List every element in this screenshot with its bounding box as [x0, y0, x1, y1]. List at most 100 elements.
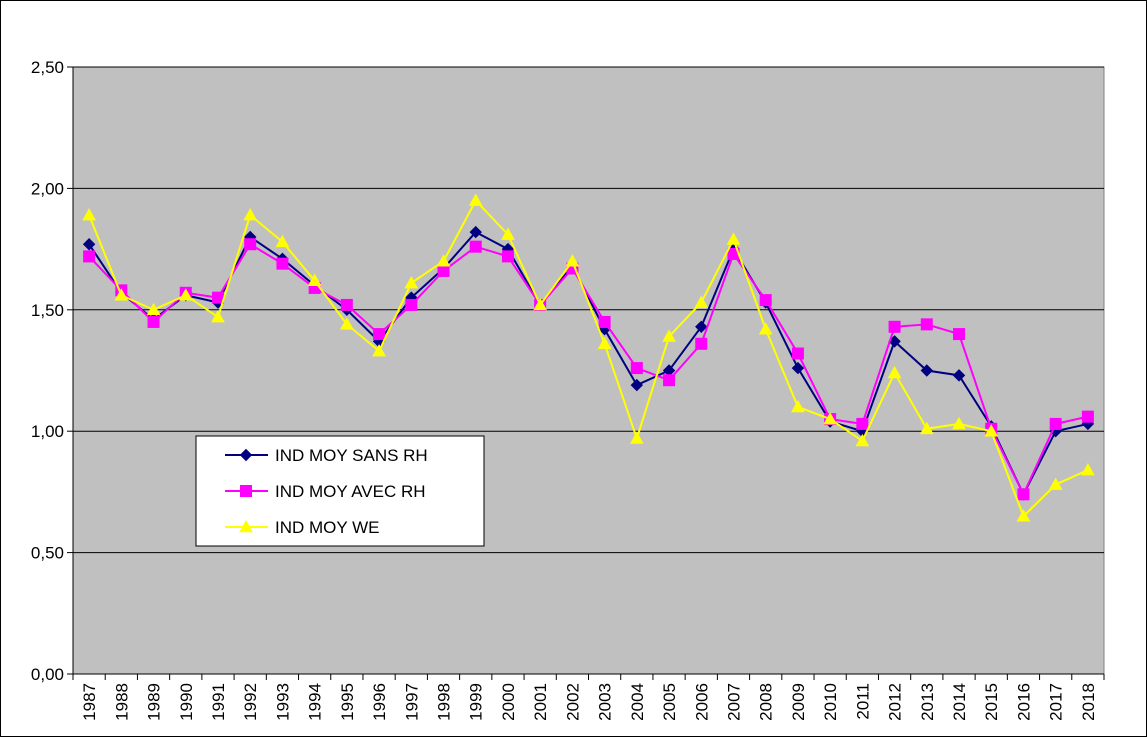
- data-point: [984, 424, 999, 437]
- data-point: [501, 250, 514, 263]
- data-point: [1081, 410, 1094, 423]
- series-2: [82, 193, 1095, 522]
- y-tick-label: 0,00: [31, 665, 64, 684]
- legend-marker: [239, 519, 253, 533]
- data-point: [437, 264, 450, 277]
- y-tick-label: 2,50: [31, 58, 64, 77]
- data-point: [340, 317, 354, 330]
- legend-label: IND MOY WE: [275, 518, 380, 537]
- data-point: [887, 365, 902, 379]
- data-point: [405, 298, 418, 311]
- x-tick-label: 2011: [853, 683, 872, 720]
- x-tick-label: 2012: [886, 683, 905, 721]
- data-point: [888, 320, 901, 333]
- y-tick-label: 1,50: [31, 301, 64, 320]
- data-point: [404, 276, 419, 289]
- data-point: [920, 318, 933, 331]
- data-point: [759, 294, 772, 307]
- data-point: [533, 297, 548, 311]
- x-tick-label: 2001: [531, 683, 550, 721]
- data-point: [82, 208, 96, 221]
- data-point: [952, 416, 966, 430]
- data-point: [565, 254, 580, 267]
- data-point: [469, 240, 482, 253]
- data-point: [276, 257, 289, 270]
- data-point: [275, 234, 290, 248]
- data-point: [468, 193, 483, 206]
- data-point: [244, 238, 257, 251]
- x-tick-label: 2007: [724, 683, 743, 721]
- data-point: [791, 347, 804, 360]
- gridlines: [73, 66, 1104, 554]
- data-point: [83, 250, 96, 263]
- x-tick-label: 2004: [628, 683, 647, 721]
- y-tick-label: 1,00: [31, 422, 64, 441]
- x-tick-label: 2006: [692, 683, 711, 721]
- x-tick-label: 2013: [918, 683, 937, 721]
- data-point: [1081, 463, 1095, 476]
- data-point: [695, 337, 708, 350]
- x-tick-label: 2003: [596, 683, 615, 721]
- y-tick-label: 2,00: [31, 179, 64, 198]
- y-axis: 0,00 0,50 1,00 1,50 2,00 2,50: [31, 58, 74, 684]
- data-point: [598, 315, 611, 328]
- data-point: [953, 328, 966, 341]
- data-point: [178, 288, 193, 301]
- data-point: [147, 315, 160, 328]
- legend: IND MOY SANS RH IND MOY AVEC RH IND MOY WE: [195, 435, 485, 547]
- data-point: [791, 361, 805, 375]
- data-point: [920, 364, 934, 377]
- x-tick-label: 2005: [660, 683, 679, 721]
- data-point: [919, 421, 934, 435]
- data-point: [211, 310, 225, 323]
- data-point: [597, 336, 612, 350]
- x-tick-label: 1992: [241, 683, 260, 721]
- data-point: [855, 433, 870, 447]
- x-tick-label: 2008: [757, 683, 776, 721]
- plot-area: [72, 66, 1105, 675]
- data-point: [630, 378, 644, 392]
- x-tick-label: 1993: [273, 683, 292, 721]
- data-point: [1049, 417, 1062, 430]
- x-axis: 1987 1988 1989 1990 1991 1992 1993 1994 1995 1996…: [72, 673, 1105, 721]
- legend-marker: [239, 448, 253, 462]
- legend-label: IND MOY AVEC RH: [275, 482, 426, 501]
- data-point: [726, 232, 741, 245]
- series-1: [83, 238, 1094, 501]
- x-tick-label: 2017: [1047, 683, 1066, 721]
- data-point: [114, 288, 129, 301]
- x-tick-label: 2018: [1079, 683, 1098, 721]
- series-group: [82, 193, 1095, 522]
- data-point: [952, 369, 966, 382]
- data-point: [856, 417, 869, 430]
- data-point: [662, 329, 676, 342]
- x-tick-label: 1988: [112, 683, 131, 721]
- x-tick-label: 1997: [402, 683, 421, 721]
- x-tick-label: 2000: [499, 683, 518, 721]
- legend-label: IND MOY SANS RH: [275, 446, 428, 465]
- x-tick-label: 1987: [80, 683, 99, 721]
- data-point: [823, 412, 837, 425]
- x-tick-label: 2014: [950, 683, 969, 721]
- x-tick-label: 1995: [338, 683, 357, 721]
- legend-marker: [240, 485, 252, 497]
- x-tick-label: 1994: [306, 683, 325, 721]
- x-tick-label: 2002: [563, 683, 582, 721]
- x-tick-label: 2009: [789, 683, 808, 721]
- data-point: [694, 295, 709, 308]
- x-tick-label: 1990: [177, 683, 196, 721]
- data-point: [663, 374, 676, 387]
- x-tick-label: 2016: [1014, 683, 1033, 721]
- x-tick-label: 2015: [982, 683, 1001, 721]
- data-point: [146, 302, 161, 316]
- x-tick-label: 1996: [370, 683, 389, 721]
- x-tick-label: 2010: [821, 683, 840, 721]
- x-tick-label: 1991: [209, 683, 228, 721]
- data-point: [82, 238, 96, 251]
- data-point: [243, 208, 258, 221]
- x-tick-label: 1989: [145, 683, 164, 721]
- y-tick-label: 0,50: [31, 544, 64, 563]
- data-point: [211, 291, 224, 304]
- data-point: [436, 254, 451, 267]
